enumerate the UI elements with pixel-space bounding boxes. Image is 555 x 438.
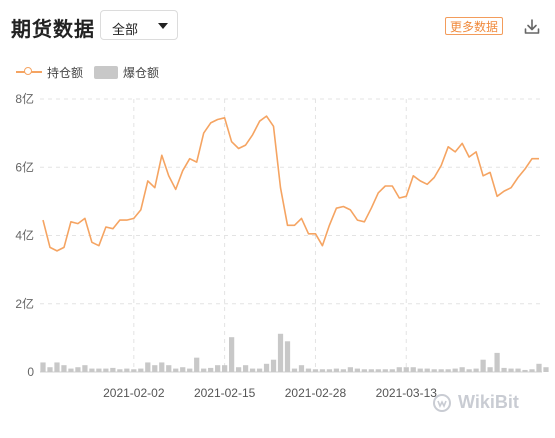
liquidation-bar xyxy=(187,368,193,372)
chevron-down-icon xyxy=(158,23,168,29)
liquidation-bar xyxy=(131,369,137,372)
market-select-value: 全部 xyxy=(112,22,139,37)
liquidation-bar xyxy=(159,362,165,372)
liquidation-bar xyxy=(347,367,353,372)
liquidation-bar xyxy=(445,369,451,372)
liquidation-bar xyxy=(326,369,333,372)
liquidation-bar xyxy=(410,367,416,372)
more-data-button[interactable]: 更多数据 xyxy=(445,17,504,35)
liquidation-bar xyxy=(452,368,458,372)
x-tick-label: 2021-03-13 xyxy=(376,386,438,400)
liquidation-bar xyxy=(487,367,493,372)
liquidation-bar xyxy=(270,359,277,372)
liquidation-bar xyxy=(354,368,360,372)
liquidation-bar xyxy=(138,368,144,372)
liquidation-bar xyxy=(501,367,507,372)
legend-marker xyxy=(24,67,32,75)
liquidation-bar xyxy=(256,368,263,372)
liquidation-bar xyxy=(47,367,53,372)
liquidation-bar xyxy=(173,368,179,372)
liquidation-bar xyxy=(145,362,151,372)
liquidation-bar xyxy=(54,362,60,372)
download-icon[interactable] xyxy=(522,17,542,37)
liquidation-bar xyxy=(389,369,395,372)
liquidation-bar xyxy=(396,367,402,372)
liquidation-bar xyxy=(152,365,158,372)
liquidation-bar xyxy=(75,367,81,372)
liquidation-bar xyxy=(473,368,479,372)
liquidation-bar xyxy=(110,367,116,372)
legend-bar-swatch xyxy=(94,66,118,79)
open-interest-line xyxy=(42,115,539,252)
x-tick-label: 2021-02-02 xyxy=(103,386,165,400)
liquidation-bar xyxy=(82,365,88,372)
liquidation-bar xyxy=(277,333,284,372)
liquidation-bar xyxy=(403,367,409,372)
liquidation-bar xyxy=(249,368,256,372)
liquidation-bar xyxy=(543,367,549,372)
page-title: 期货数据 xyxy=(11,19,95,41)
x-tick-label: 2021-02-28 xyxy=(285,386,347,400)
liquidation-bar xyxy=(291,368,298,372)
liquidation-bar xyxy=(361,369,367,372)
liquidation-bar xyxy=(117,369,123,372)
y-tick-label: 0 xyxy=(27,365,34,379)
liquidation-bar xyxy=(96,368,102,372)
legend-label-bar: 爆仓额 xyxy=(123,66,160,80)
y-tick-label: 8亿 xyxy=(15,91,34,106)
futures-chart: 0 2亿 4亿 6亿 8亿 2021-02-02 2021-02-15 2021-02-28 2… xyxy=(15,91,549,400)
liquidation-bar xyxy=(529,369,535,372)
liquidation-bar xyxy=(536,363,542,372)
header: 期货数据 全部 更多数据 xyxy=(0,0,555,56)
liquidation-bar xyxy=(263,363,270,372)
liquidation-bar xyxy=(522,369,528,372)
liquidation-bar xyxy=(201,368,207,372)
liquidation-bar xyxy=(459,367,465,372)
liquidation-bar xyxy=(494,352,500,372)
liquidation-bar xyxy=(61,365,67,372)
x-tick-label: 2021-02-15 xyxy=(194,386,256,400)
legend-label-line: 持仓额 xyxy=(47,66,84,80)
liquidation-bar xyxy=(466,369,472,372)
liquidation-bar xyxy=(305,368,312,372)
liquidation-bar xyxy=(333,368,340,372)
liquidation-bar xyxy=(124,368,130,372)
watermark-text: WikiBit xyxy=(458,392,519,412)
liquidation-bar xyxy=(40,362,46,372)
liquidation-bar xyxy=(382,369,388,372)
y-tick-label: 2亿 xyxy=(15,296,34,311)
market-select[interactable]: 全部 xyxy=(100,10,178,40)
liquidation-bar xyxy=(166,365,172,372)
liquidation-bar xyxy=(340,369,347,372)
liquidation-bar xyxy=(368,369,374,372)
liquidation-bar xyxy=(222,365,228,372)
liquidation-bar xyxy=(229,337,235,372)
liquidation-bar xyxy=(68,368,74,372)
liquidation-bar xyxy=(194,357,200,372)
y-tick-label: 4亿 xyxy=(15,228,34,243)
liquidation-bar xyxy=(298,365,305,372)
liquidation-bar xyxy=(515,368,521,372)
liquidation-bar xyxy=(180,367,186,372)
liquidation-bar xyxy=(375,369,381,372)
liquidation-bar xyxy=(508,368,514,372)
wikibit-logo-icon xyxy=(433,394,451,412)
liquidation-bar xyxy=(417,368,423,372)
liquidation-bar xyxy=(208,367,214,372)
liquidation-bar xyxy=(235,367,242,372)
liquidation-bar xyxy=(438,369,444,372)
liquidation-bar xyxy=(89,368,95,372)
liquidation-bar xyxy=(319,369,326,372)
y-tick-label: 6亿 xyxy=(15,159,34,174)
liquidation-bar xyxy=(284,341,291,372)
liquidation-bar xyxy=(215,365,221,372)
liquidation-bar xyxy=(312,369,319,372)
liquidation-bar xyxy=(424,368,430,372)
liquidation-bar xyxy=(242,365,249,372)
liquidation-bar xyxy=(103,368,109,372)
liquidation-bar xyxy=(431,369,437,372)
liquidation-bar xyxy=(480,359,486,372)
